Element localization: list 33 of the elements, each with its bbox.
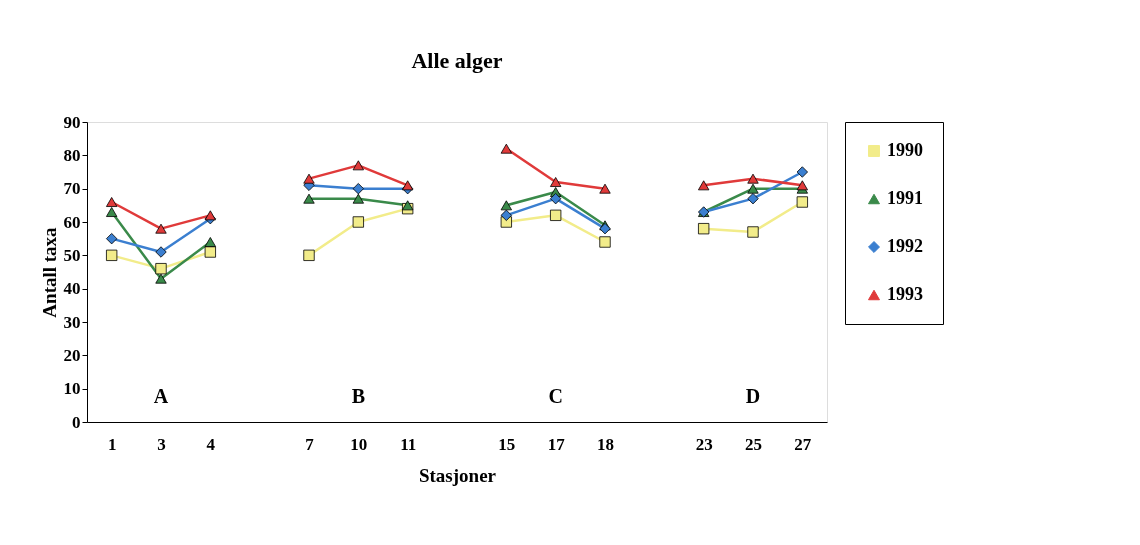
y-tick-label: 10 bbox=[63, 379, 81, 399]
x-tick-label: 10 bbox=[350, 434, 368, 454]
x-tick-label: 7 bbox=[305, 434, 315, 454]
legend-label: 1991 bbox=[887, 188, 923, 208]
x-tick-label: 1 bbox=[107, 434, 117, 454]
y-tick-label: 40 bbox=[63, 279, 81, 299]
y-tick-label: 50 bbox=[63, 245, 81, 265]
x-tick-label: 25 bbox=[745, 434, 762, 454]
legend-label: 1990 bbox=[887, 140, 923, 160]
y-tick-label: 60 bbox=[63, 212, 81, 232]
x-tick-label: 17 bbox=[547, 434, 566, 454]
y-tick-label: 20 bbox=[63, 345, 81, 365]
annotation: C bbox=[548, 385, 563, 407]
legend-label: 1993 bbox=[887, 284, 923, 304]
legend-label: 1992 bbox=[887, 236, 923, 256]
y-tick-label: 70 bbox=[63, 179, 81, 199]
y-tick-label: 0 bbox=[72, 412, 81, 432]
annotation: D bbox=[745, 385, 761, 407]
y-tick-label: 80 bbox=[63, 145, 81, 165]
x-tick-label: 4 bbox=[206, 434, 216, 454]
annotation: A bbox=[153, 385, 169, 407]
x-axis-title: Stasjoner bbox=[418, 464, 497, 486]
x-tick-label: 11 bbox=[400, 434, 417, 454]
annotation: B bbox=[351, 385, 366, 407]
x-tick-label: 23 bbox=[695, 434, 713, 454]
x-tick-label: 3 bbox=[157, 434, 166, 454]
x-tick-label: 27 bbox=[794, 434, 812, 454]
y-tick-label: 30 bbox=[63, 312, 81, 332]
chart-title: Alle alger bbox=[411, 48, 503, 73]
y-tick-label: 90 bbox=[63, 112, 81, 132]
x-tick-label: 18 bbox=[597, 434, 614, 454]
x-tick-label: 15 bbox=[498, 434, 516, 454]
y-axis-title: Antall taxa bbox=[38, 226, 60, 318]
